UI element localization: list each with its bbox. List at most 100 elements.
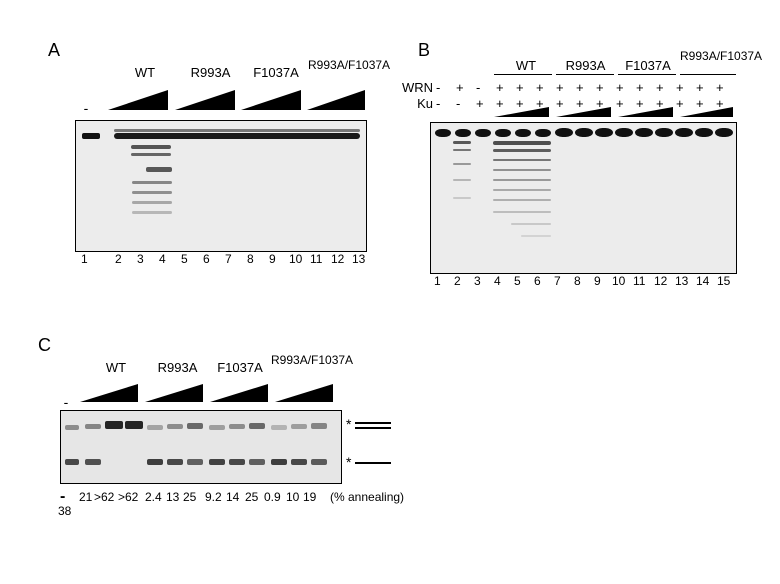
panel-b-label: B (418, 40, 430, 61)
b-l456-10 (521, 235, 551, 237)
panel-a-lane-13: 13 (352, 252, 365, 266)
panel-c-wedge-3 (210, 382, 272, 406)
b-lane-10: 10 (612, 274, 625, 288)
panel-a-cond-f1037a: F1037A (246, 65, 306, 80)
ovl-6 (535, 129, 551, 137)
c-lo-6 (167, 459, 183, 465)
pm-ku-1: - (436, 96, 440, 111)
c-up-2 (85, 424, 101, 429)
panel-b-ol-4 (680, 74, 736, 75)
panel-a-lane-7: 7 (225, 252, 232, 266)
panel-c-ann-12: 10 (286, 490, 299, 504)
panel-a-lane-4: 4 (159, 252, 166, 266)
b-l456-9 (511, 223, 551, 225)
pm-wrn-2: + (456, 80, 464, 95)
b-l2-4 (453, 179, 471, 181)
c-up-5 (147, 425, 163, 430)
panel-a-lane-6: 6 (203, 252, 210, 266)
c-up-4 (125, 421, 143, 429)
b-lane-9: 9 (594, 274, 601, 288)
panel-b-hdr-4: R993A/F1037A (680, 50, 742, 63)
b-lane-1: 1 (434, 274, 441, 288)
panel-a-band-l1 (82, 133, 100, 139)
panel-c-cond-4: R993A/F1037A (271, 354, 333, 367)
b-lane-3: 3 (474, 274, 481, 288)
pm-wrn-12: + (656, 80, 664, 95)
c-up-6 (167, 424, 183, 429)
panel-c-minus: - (60, 394, 72, 410)
panel-b-hdr-wt: WT (506, 58, 546, 73)
panel-c-ss-asterisk: * (346, 454, 351, 470)
pm-wrn-3: - (476, 80, 480, 95)
pm-wrn-14: + (696, 80, 704, 95)
panel-a-cond-wt: WT (125, 65, 165, 80)
b-l456-7 (493, 199, 551, 201)
panel-a-smear-b6 (132, 201, 172, 204)
panel-c-ann-7: 25 (183, 490, 196, 504)
panel-a-smear-b7 (132, 211, 172, 214)
b-lane-11: 11 (633, 274, 645, 288)
panel-b-wedge-3 (618, 106, 676, 120)
c-lo-12 (291, 459, 307, 465)
panel-a-cond-double-text: R993A/F1037A (308, 58, 390, 72)
pm-wrn-8: + (576, 80, 584, 95)
ovl-4 (495, 129, 511, 137)
panel-c-ann-3: >62 (94, 490, 114, 504)
pm-ku-3: + (476, 96, 484, 111)
panel-b-ol-wt (494, 74, 552, 75)
b-l2-1 (453, 141, 471, 144)
b-lane-2: 2 (454, 274, 461, 288)
panel-b-lane-nums: 1 2 3 4 5 6 7 8 9 10 11 12 13 14 15 (430, 274, 735, 290)
b-lane-14: 14 (696, 274, 709, 288)
b-lane-8: 8 (574, 274, 581, 288)
panel-c-duplex-line2 (355, 427, 391, 429)
c-up-9 (229, 424, 245, 429)
panel-a-lane-nums: 1 2 3 4 5 6 7 8 9 10 11 12 13 (75, 252, 365, 268)
panel-b-ol-3 (618, 74, 676, 75)
panel-c-ann-4: >62 (118, 490, 138, 504)
b-lane-12: 12 (654, 274, 667, 288)
panel-c-ann-9: 14 (226, 490, 239, 504)
panel-c-wedge-4 (275, 382, 337, 406)
ovl-9 (595, 128, 613, 137)
panel-c-ann-baseline: 38 (58, 504, 71, 518)
b-l456-3 (493, 159, 551, 161)
b-l2-5 (453, 197, 471, 199)
b-lane-4: 4 (494, 274, 501, 288)
pm-wrn-13: + (676, 80, 684, 95)
panel-c-ann-10: 25 (245, 490, 258, 504)
panel-c-ann-8: 9.2 (205, 490, 222, 504)
panel-a-cond-r993a: R993A (183, 65, 238, 80)
panel-c-wedge-2 (145, 382, 207, 406)
b-lane-5: 5 (514, 274, 521, 288)
panel-c-cond-2: R993A (150, 360, 205, 375)
pm-wrn-15: + (716, 80, 724, 95)
panel-b-hdr-3: F1037A (618, 58, 678, 73)
c-lo-11 (271, 459, 287, 465)
panel-b-kulabel: Ku (399, 96, 433, 111)
panel-c-ann-2: 21 (79, 490, 92, 504)
b-lane-7: 7 (554, 274, 561, 288)
b-l456-6 (493, 189, 551, 191)
panel-a-lane-11: 11 (310, 252, 322, 266)
panel-c-ss-line (355, 462, 391, 464)
panel-a-label: A (48, 40, 60, 61)
b-l456-4 (493, 169, 551, 171)
panel-a-lane-2: 2 (115, 252, 122, 266)
panel-b-gel (430, 122, 737, 274)
panel-c-ann-5: 2.4 (145, 490, 162, 504)
c-lo-9 (229, 459, 245, 465)
ovl-5 (515, 129, 531, 137)
b-lane-6: 6 (534, 274, 541, 288)
pm-wrn-4: + (496, 80, 504, 95)
panel-b-ol-2 (556, 74, 614, 75)
pm-wrn-5: + (516, 80, 524, 95)
panel-c-wedge-1 (80, 382, 142, 406)
panel-a-cond-double: R993A/F1037A (308, 59, 370, 72)
panel-c-duplex-asterisk: * (346, 416, 351, 432)
pm-wrn-1: - (436, 80, 440, 95)
ovl-3 (475, 129, 491, 137)
panel-b-wedge-4 (680, 106, 736, 120)
panel-a-wedge-4 (307, 88, 369, 114)
ovl-1 (435, 129, 451, 137)
